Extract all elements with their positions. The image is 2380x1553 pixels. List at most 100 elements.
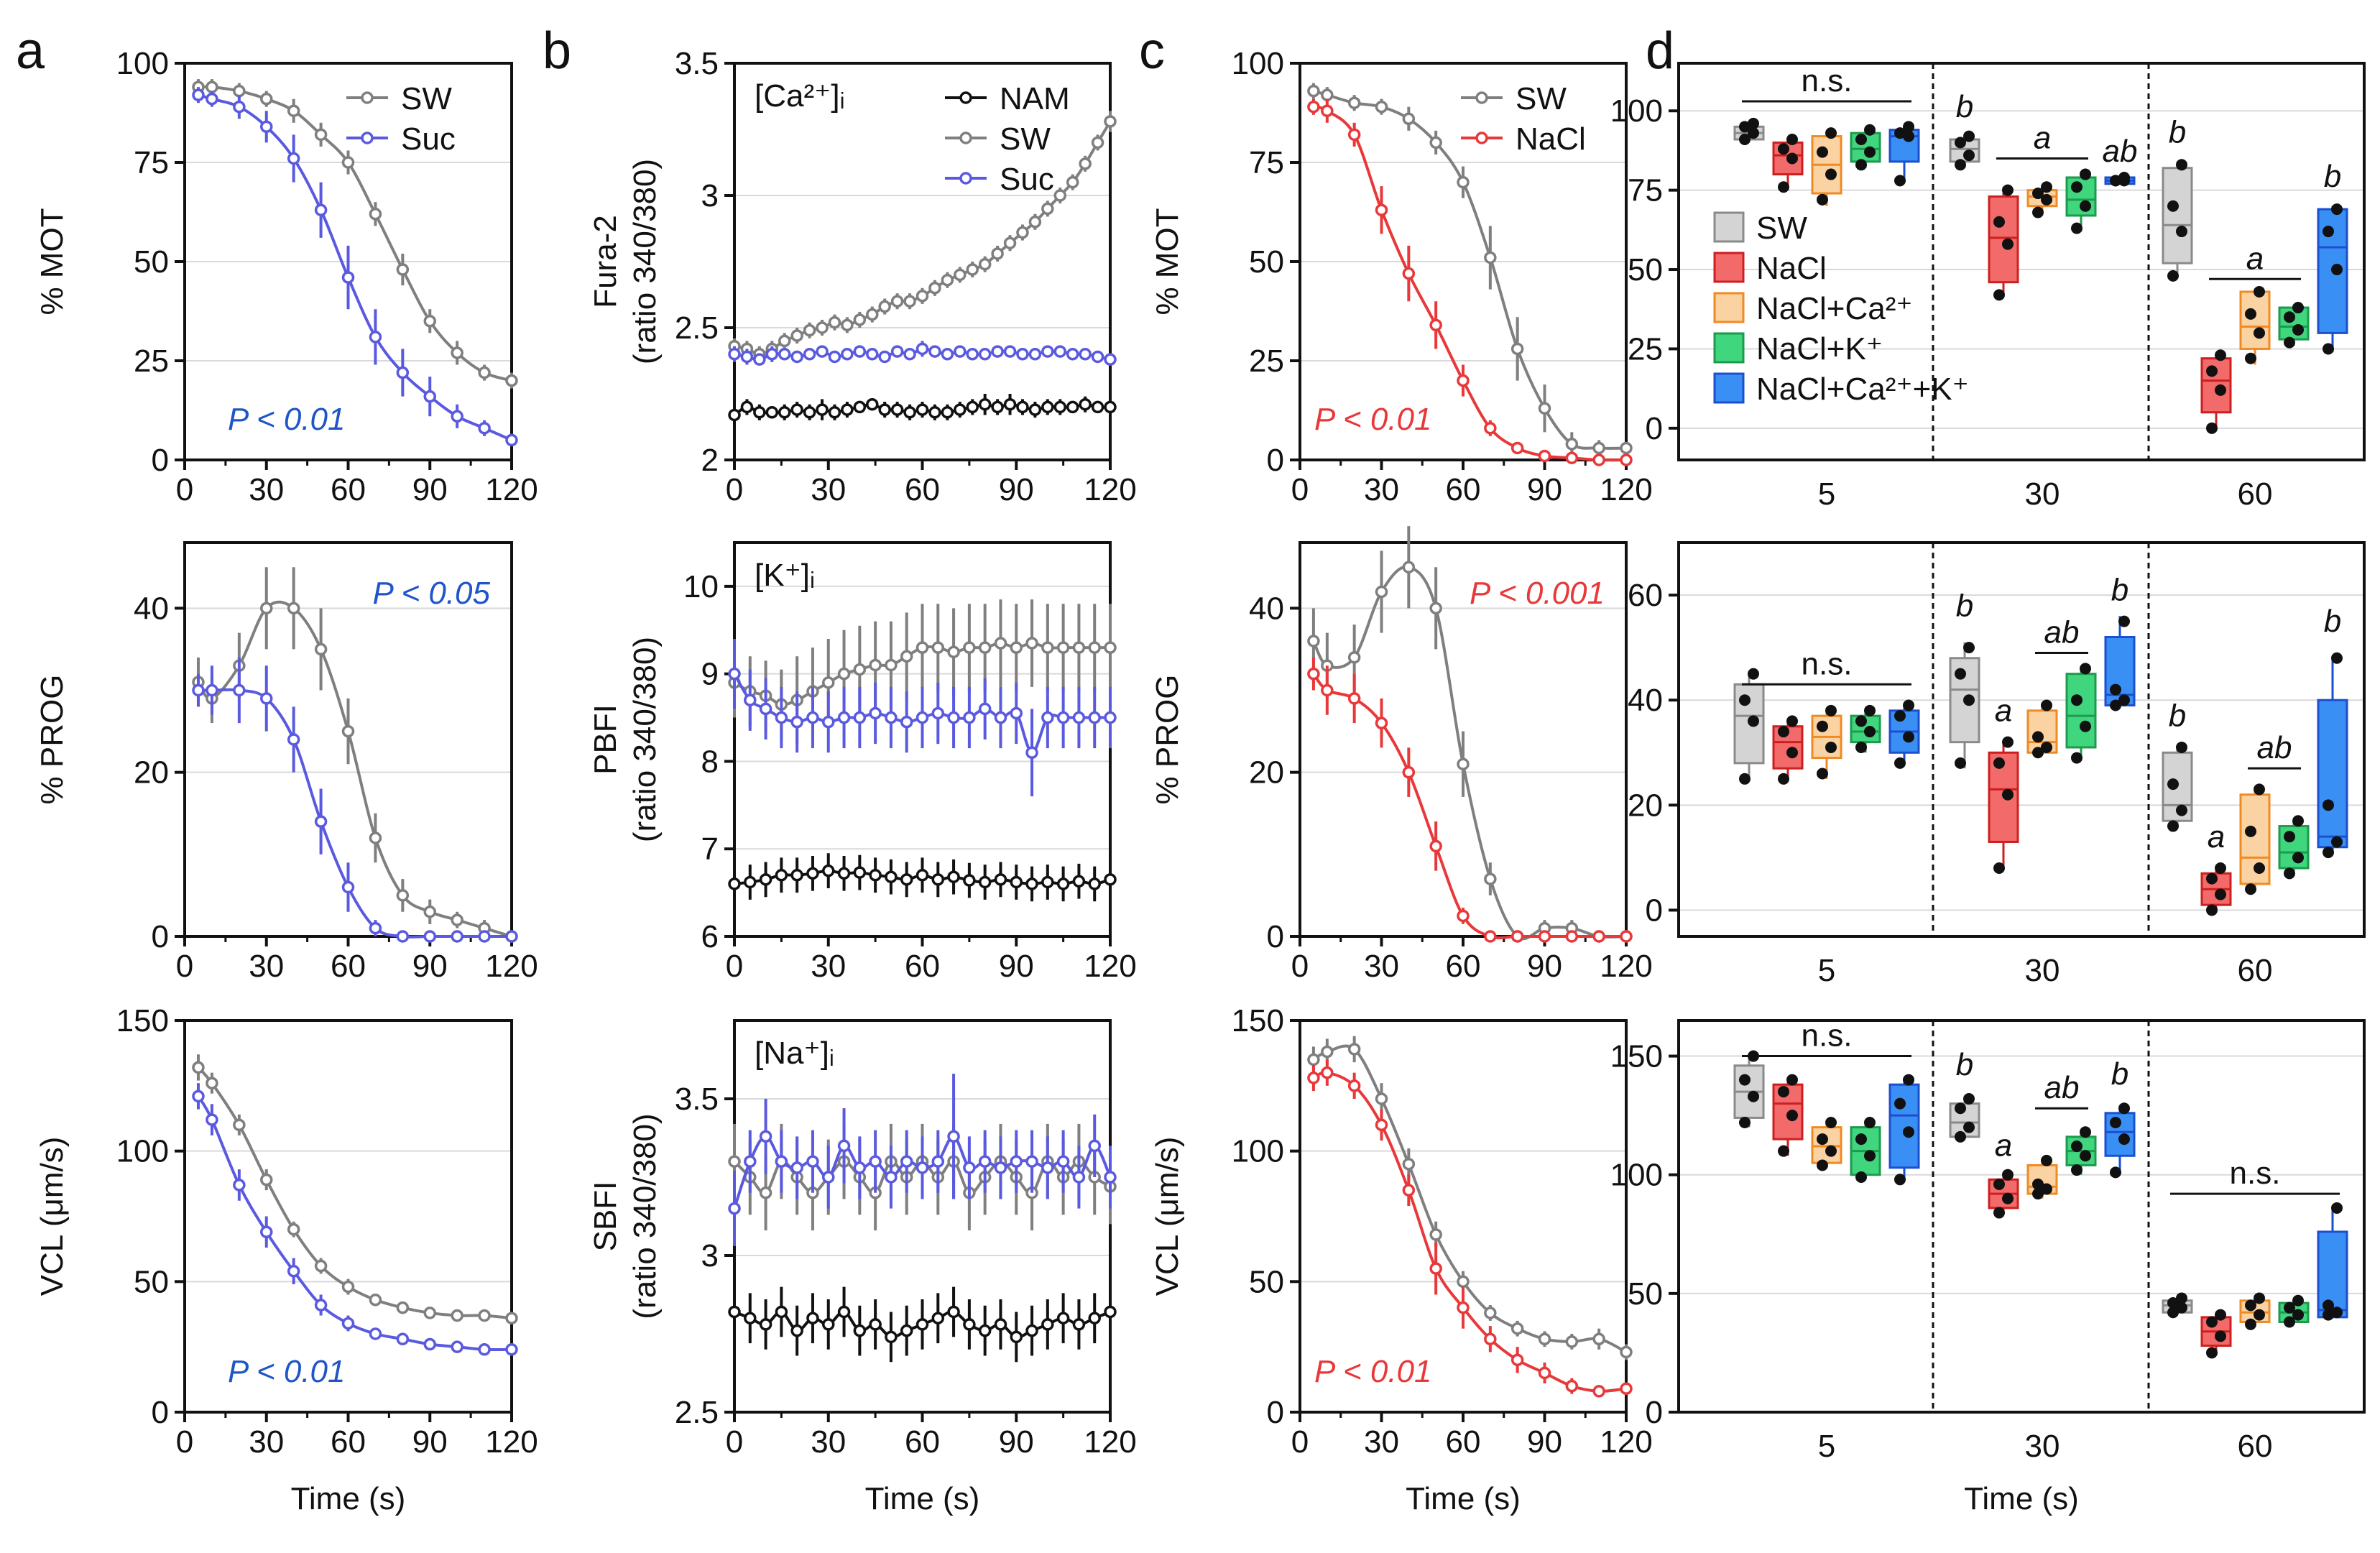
x-tick-label: 120 (1084, 1424, 1136, 1460)
data-point (775, 1305, 788, 1319)
data-point (963, 641, 976, 654)
data-point (775, 1155, 788, 1168)
box-2 (1811, 127, 1842, 206)
data-point (822, 1318, 835, 1331)
data-point (803, 406, 816, 419)
box-4 (2317, 652, 2348, 859)
box-point (2032, 747, 2044, 759)
data-point (341, 724, 355, 738)
box-point (2245, 883, 2256, 895)
series-NaCl (1307, 657, 1633, 943)
box-point (1963, 130, 1975, 142)
y-tick-label: 100 (1232, 1134, 1284, 1169)
data-point (260, 602, 273, 615)
x-tick-label: 0 (1291, 1424, 1309, 1460)
data-point (1003, 345, 1017, 358)
data-point (740, 350, 754, 364)
legend-marker (1475, 132, 1488, 144)
box-point (2176, 159, 2187, 171)
x-tick-label: 30 (2025, 476, 2060, 512)
box-point (2110, 1166, 2121, 1179)
y-axis-label: SBFI (588, 1181, 623, 1252)
box-point (2118, 615, 2130, 627)
x-tick-label: 120 (1600, 1424, 1652, 1460)
data-point (822, 864, 835, 877)
box-2 (1811, 704, 1842, 780)
box-point (1739, 1074, 1751, 1086)
box-point (1955, 1130, 1966, 1143)
data-point (966, 400, 979, 414)
x-tick-label: 60 (1446, 949, 1481, 984)
box-point (1739, 773, 1751, 785)
data-point (423, 1307, 436, 1319)
box-point (2284, 867, 2295, 880)
data-point (1066, 400, 1079, 414)
data-point (1056, 877, 1070, 890)
box-0 (1733, 117, 1765, 145)
y-tick-label: 2.5 (675, 310, 719, 346)
data-point (790, 403, 803, 416)
x-tick-label: 60 (331, 949, 366, 984)
box-point (1993, 1178, 2005, 1190)
data-point (206, 683, 218, 697)
data-point (890, 295, 904, 308)
axes-frame (733, 62, 1112, 461)
data-point (1053, 189, 1067, 202)
y-axis-label: PBFI (588, 704, 623, 775)
data-point (903, 348, 916, 361)
series-line (197, 1066, 512, 1320)
box-point (1786, 1110, 1798, 1122)
significance-label: a (2246, 241, 2264, 276)
box-1 (1988, 736, 2019, 875)
data-point (966, 348, 979, 361)
data-point (728, 877, 741, 890)
y-tick-label: 50 (1628, 1276, 1663, 1312)
box-point (1955, 159, 1966, 171)
data-point (314, 1259, 328, 1273)
x-tick-label: 90 (412, 949, 448, 984)
significance-letter: b (1956, 1047, 1973, 1082)
data-point (1307, 635, 1320, 648)
data-point (260, 120, 273, 134)
box-point (2110, 683, 2121, 696)
data-point (900, 1324, 913, 1337)
data-point (1056, 641, 1070, 654)
legend-label: SW (1756, 211, 1807, 246)
chart-b1: 0 30 60 90 120 2 2.5 3 3.5 Fura-2 (ratio 340/380) [… (588, 46, 1137, 507)
box-point (1778, 1086, 1789, 1098)
data-point (1538, 402, 1551, 415)
data-point (885, 658, 898, 672)
data-point (1041, 1161, 1054, 1174)
data-point (931, 1155, 945, 1168)
data-point (478, 930, 491, 943)
data-point (740, 400, 754, 414)
x-tick-label: 120 (1600, 472, 1652, 507)
data-point (233, 683, 246, 697)
box-group: 60 b a b (2162, 114, 2348, 512)
y-tick-label: 100 (116, 1134, 169, 1169)
data-point (900, 650, 913, 663)
significance-label: ab (2257, 730, 2292, 765)
box-point (1825, 127, 1837, 139)
box-0 (1733, 668, 1765, 785)
data-point (790, 1324, 803, 1337)
series-SW (728, 111, 1117, 362)
box-0 (1949, 130, 1980, 171)
data-point (994, 637, 1007, 650)
data-point (1457, 909, 1470, 923)
y-tick-label: 150 (1610, 1039, 1663, 1074)
data-point (1429, 318, 1442, 332)
box-point (1786, 133, 1798, 145)
data-point (233, 1118, 246, 1132)
data-point (885, 870, 898, 883)
box-4 (2104, 1102, 2136, 1179)
data-point (853, 313, 867, 326)
series-line (1312, 565, 1627, 941)
box-point (1955, 757, 1966, 769)
data-point (837, 711, 851, 724)
box-2 (2026, 1154, 2058, 1200)
box-point (2245, 308, 2256, 320)
data-point (369, 1294, 382, 1307)
box-point (2215, 384, 2226, 396)
